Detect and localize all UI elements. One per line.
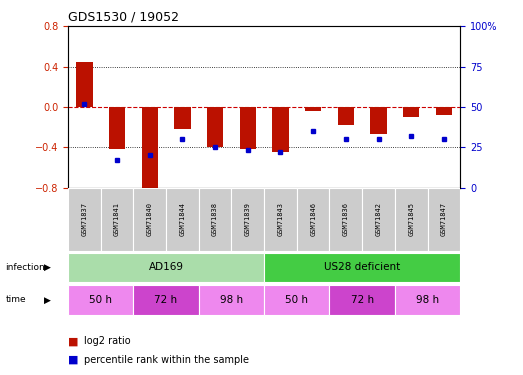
Text: GSM71841: GSM71841: [114, 202, 120, 236]
Text: GSM71837: GSM71837: [82, 202, 87, 236]
Text: log2 ratio: log2 ratio: [84, 336, 130, 346]
Text: ▶: ▶: [44, 296, 51, 304]
Bar: [133, 188, 166, 251]
Text: GSM71844: GSM71844: [179, 202, 185, 236]
Text: 50 h: 50 h: [89, 295, 112, 305]
Bar: [329, 188, 362, 251]
Text: GSM71842: GSM71842: [376, 202, 381, 236]
Text: 50 h: 50 h: [286, 295, 308, 305]
Text: GSM71836: GSM71836: [343, 202, 349, 236]
Bar: [272, 107, 289, 152]
Text: 72 h: 72 h: [154, 295, 178, 305]
Bar: [436, 107, 452, 115]
Text: GSM71839: GSM71839: [245, 202, 251, 236]
Bar: [264, 285, 329, 315]
Text: GSM71843: GSM71843: [278, 202, 283, 236]
Text: 72 h: 72 h: [350, 295, 374, 305]
Bar: [100, 188, 133, 251]
Text: infection: infection: [5, 263, 45, 272]
Bar: [428, 188, 460, 251]
Text: GSM71847: GSM71847: [441, 202, 447, 236]
Bar: [142, 107, 158, 189]
Bar: [68, 188, 100, 251]
Text: time: time: [5, 296, 26, 304]
Bar: [370, 107, 386, 134]
Bar: [403, 107, 419, 117]
Bar: [297, 188, 329, 251]
Text: GSM71846: GSM71846: [310, 202, 316, 236]
Bar: [240, 107, 256, 149]
Bar: [68, 253, 264, 282]
Bar: [174, 107, 190, 129]
Text: 98 h: 98 h: [220, 295, 243, 305]
Text: GDS1530 / 19052: GDS1530 / 19052: [68, 11, 179, 24]
Text: GSM71845: GSM71845: [408, 202, 414, 236]
Text: percentile rank within the sample: percentile rank within the sample: [84, 355, 248, 365]
Bar: [166, 188, 199, 251]
Bar: [199, 285, 264, 315]
Text: AD169: AD169: [149, 262, 184, 272]
Bar: [109, 107, 125, 149]
Bar: [68, 285, 133, 315]
Bar: [395, 188, 428, 251]
Bar: [264, 253, 460, 282]
Text: ■: ■: [68, 336, 78, 346]
Text: US28 deficient: US28 deficient: [324, 262, 400, 272]
Bar: [264, 188, 297, 251]
Bar: [76, 62, 93, 107]
Bar: [207, 107, 223, 147]
Bar: [133, 285, 199, 315]
Text: ▶: ▶: [44, 263, 51, 272]
Text: 98 h: 98 h: [416, 295, 439, 305]
Bar: [305, 107, 321, 111]
Bar: [395, 285, 460, 315]
Text: GSM71838: GSM71838: [212, 202, 218, 236]
Bar: [338, 107, 354, 125]
Bar: [199, 188, 231, 251]
Text: GSM71840: GSM71840: [147, 202, 153, 236]
Text: ■: ■: [68, 355, 78, 365]
Bar: [231, 188, 264, 251]
Bar: [329, 285, 395, 315]
Bar: [362, 188, 395, 251]
